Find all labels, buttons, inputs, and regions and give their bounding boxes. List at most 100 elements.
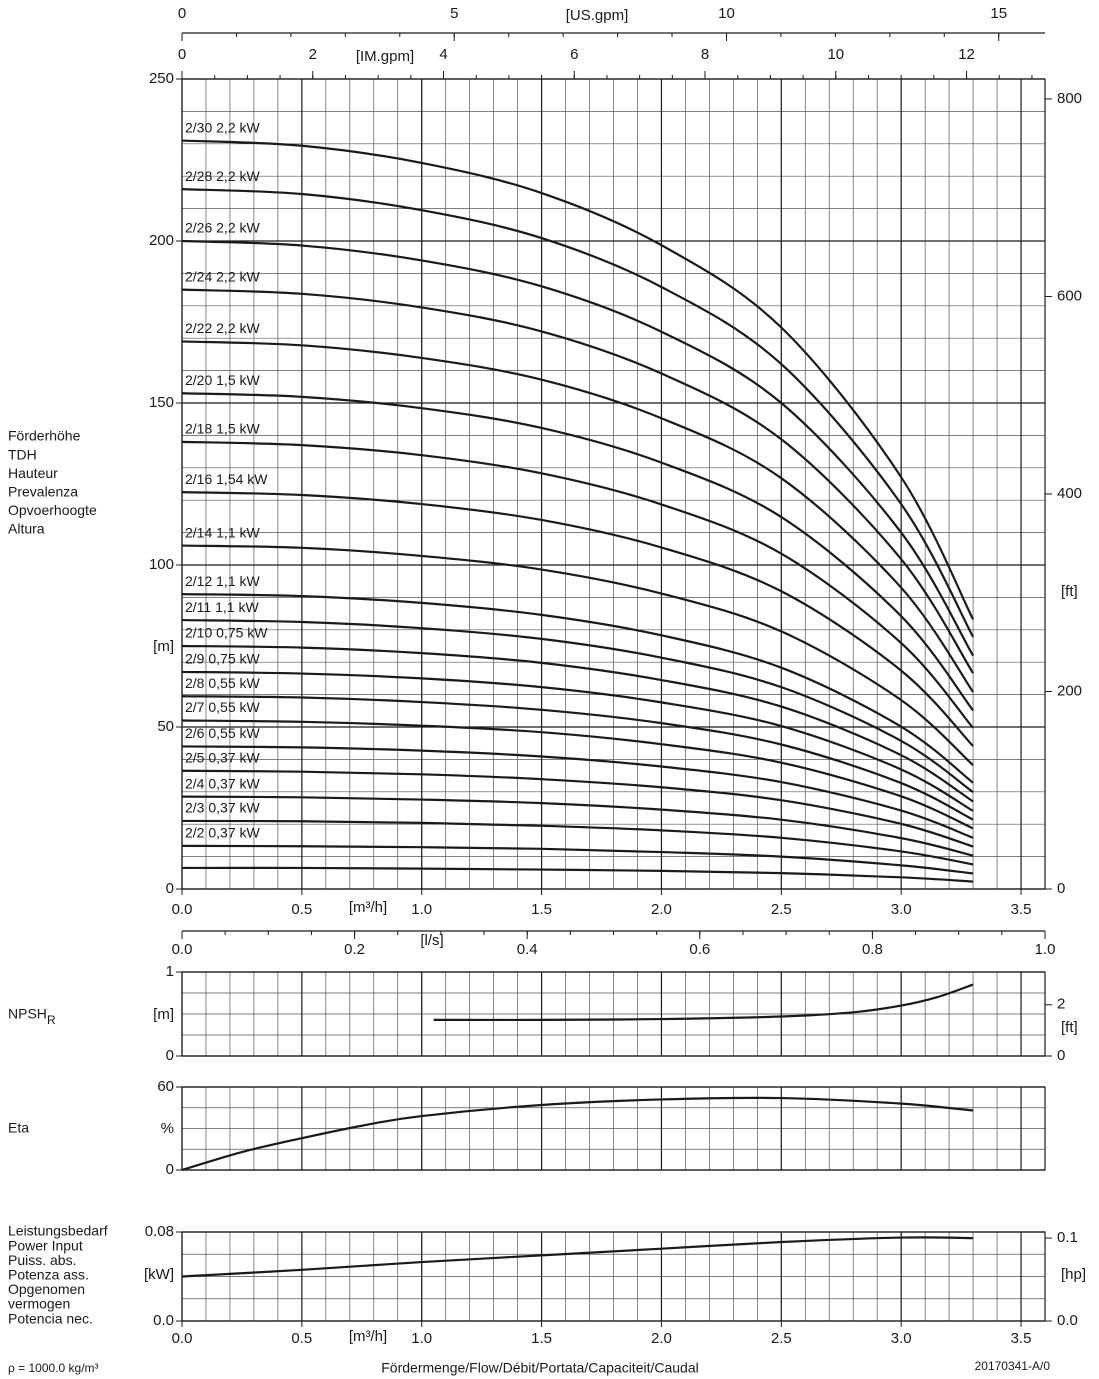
y-axis-title: Leistungsbedarf bbox=[8, 1223, 108, 1239]
secondary-tick-label: 0.0 bbox=[172, 941, 193, 958]
x-tick-label: 0.5 bbox=[291, 1330, 312, 1347]
y-tick-label: 0 bbox=[166, 880, 174, 897]
curve bbox=[181, 288, 975, 674]
curve-label: 2/10 0,75 kW bbox=[185, 625, 268, 641]
y-tick-label: 0.08 bbox=[145, 1223, 174, 1240]
secondary-axis-unit: [IM.gpm] bbox=[356, 48, 414, 65]
x-unit: [m³/h] bbox=[349, 899, 387, 916]
plot-frame bbox=[181, 1086, 1046, 1171]
secondary-tick-label: 12 bbox=[958, 46, 975, 63]
curve-label: 2/3 0,37 kW bbox=[185, 800, 260, 816]
x-tick-label: 1.5 bbox=[531, 1330, 552, 1347]
y-tick-label: 0 bbox=[166, 1161, 174, 1178]
curve bbox=[181, 769, 974, 848]
x-axis-title: Fördermenge/Flow/Débit/Portata/Capacitei… bbox=[381, 1360, 699, 1376]
curve bbox=[181, 819, 974, 866]
x-tick-label: 0.0 bbox=[172, 1330, 193, 1347]
y-axis-title: Potenza ass. bbox=[8, 1267, 89, 1283]
curve bbox=[181, 719, 974, 830]
document-code: 20170341-A/0 bbox=[975, 1359, 1051, 1373]
plot-frame bbox=[181, 78, 1046, 890]
curve bbox=[181, 392, 974, 712]
secondary-tick-label: 0.4 bbox=[517, 941, 538, 958]
y-unit: [kW] bbox=[144, 1266, 174, 1283]
curve bbox=[181, 1236, 974, 1278]
y-axis-title: Hauteur bbox=[8, 465, 58, 481]
y2-unit: [hp] bbox=[1061, 1266, 1086, 1283]
secondary-axis-unit: [l/s] bbox=[420, 932, 443, 949]
secondary-tick-label: 6 bbox=[570, 46, 578, 63]
y-unit: % bbox=[161, 1120, 174, 1137]
secondary-tick-label: 0.6 bbox=[689, 941, 710, 958]
y-tick-label: 0 bbox=[166, 1047, 174, 1064]
curve-label: 2/16 1,54 kW bbox=[185, 471, 268, 487]
x-tick-label: 2.5 bbox=[771, 1330, 792, 1347]
x-tick-label: 2.0 bbox=[651, 901, 672, 918]
y-axis-title: Potencia nec. bbox=[8, 1310, 93, 1326]
curve-label: 2/9 0,75 kW bbox=[185, 651, 260, 667]
secondary-tick-label: 0.2 bbox=[344, 941, 365, 958]
y2-tick-label: 200 bbox=[1057, 682, 1082, 699]
x-tick-label: 3.5 bbox=[1011, 901, 1032, 918]
y-axis-title: Opvoerhoogte bbox=[8, 502, 97, 518]
secondary-tick-label: 4 bbox=[439, 46, 447, 63]
y-axis-title: Opgenomen bbox=[8, 1281, 85, 1297]
x-tick-label: 3.0 bbox=[891, 901, 912, 918]
x-tick-label: 1.5 bbox=[531, 901, 552, 918]
x-tick-label: 2.0 bbox=[651, 1330, 672, 1347]
curve-label: 2/18 1,5 kW bbox=[185, 421, 260, 437]
curve bbox=[181, 695, 974, 821]
y-tick-label: 1 bbox=[166, 963, 174, 980]
x-tick-label: 3.5 bbox=[1011, 1330, 1032, 1347]
curve-label: 2/28 2,2 kW bbox=[185, 168, 260, 184]
curve-label: 2/12 1,1 kW bbox=[185, 573, 260, 589]
y-unit: [m] bbox=[153, 1006, 174, 1023]
curve-label: 2/24 2,2 kW bbox=[185, 268, 260, 284]
y-unit: [m] bbox=[153, 638, 174, 655]
y-axis-title-subscript: R bbox=[47, 1013, 56, 1027]
curve bbox=[181, 618, 974, 794]
y-axis-title: Prevalenza bbox=[8, 484, 78, 500]
curve bbox=[181, 139, 975, 620]
curve bbox=[181, 544, 974, 767]
y2-tick-label: 600 bbox=[1057, 287, 1082, 304]
curve-label: 2/22 2,2 kW bbox=[185, 320, 260, 336]
y-tick-label: 60 bbox=[157, 1078, 174, 1095]
x-tick-label: 0.0 bbox=[172, 901, 193, 918]
y-tick-label: 250 bbox=[149, 70, 174, 87]
secondary-tick-label: 8 bbox=[701, 46, 709, 63]
y2-tick-label: 0.1 bbox=[1057, 1229, 1078, 1246]
curve-label: 2/5 0,37 kW bbox=[185, 749, 260, 765]
secondary-axis-unit: [US.gpm] bbox=[566, 7, 629, 24]
plot-frame bbox=[181, 971, 1046, 1057]
y2-tick-label: 0.0 bbox=[1057, 1312, 1078, 1329]
secondary-tick-label: 0 bbox=[178, 5, 186, 22]
y2-tick-label: 800 bbox=[1057, 90, 1082, 107]
curve-label: 2/20 1,5 kW bbox=[185, 372, 260, 388]
x-tick-label: 2.5 bbox=[771, 901, 792, 918]
curve bbox=[181, 239, 975, 657]
y-tick-label: 50 bbox=[157, 718, 174, 735]
x-tick-label: 3.0 bbox=[891, 1330, 912, 1347]
curve-label: 2/26 2,2 kW bbox=[185, 220, 260, 236]
curve bbox=[181, 491, 974, 747]
curve-label: 2/14 1,1 kW bbox=[185, 524, 260, 540]
curve bbox=[181, 866, 974, 883]
curve bbox=[181, 745, 974, 839]
y-tick-label: 100 bbox=[149, 556, 174, 573]
curve bbox=[433, 983, 974, 1022]
curve bbox=[181, 188, 975, 638]
curve-label: 2/7 0,55 kW bbox=[185, 699, 260, 715]
y2-tick-label: 2 bbox=[1057, 996, 1065, 1013]
secondary-tick-label: 0.8 bbox=[862, 941, 883, 958]
curve-label: 2/11 1,1 kW bbox=[185, 599, 259, 615]
curve-label: 2/30 2,2 kW bbox=[185, 119, 260, 135]
x-tick-label: 0.5 bbox=[291, 901, 312, 918]
y-tick-label: 150 bbox=[149, 394, 174, 411]
secondary-tick-label: 10 bbox=[718, 5, 735, 22]
curve bbox=[181, 844, 974, 875]
y-axis-title: vermogen bbox=[8, 1296, 70, 1312]
y-axis-title: Förderhöhe bbox=[8, 428, 81, 444]
y-axis-title: Altura bbox=[8, 521, 45, 537]
